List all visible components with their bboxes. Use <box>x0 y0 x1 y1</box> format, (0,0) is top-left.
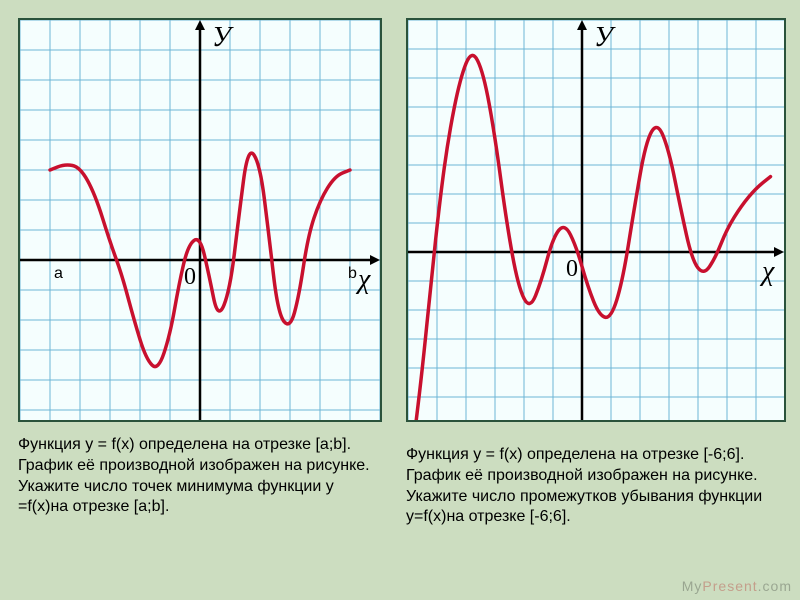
svg-text:У: У <box>594 22 616 53</box>
panel-right: 14 У χ 0 Функция y = f(x) определена на … <box>0 0 380 404</box>
svg-text:0: 0 <box>566 256 578 282</box>
caption-left: Функция y = f(x) определена на отрезке [… <box>18 435 378 518</box>
watermark: MyPresent.com <box>682 578 792 594</box>
graph-right: У χ 0 <box>406 18 786 422</box>
svg-text:χ: χ <box>759 256 775 287</box>
caption-right: Функция y = f(x) определена на отрезке [… <box>406 445 766 528</box>
graph-right-svg: У χ 0 <box>408 20 784 420</box>
